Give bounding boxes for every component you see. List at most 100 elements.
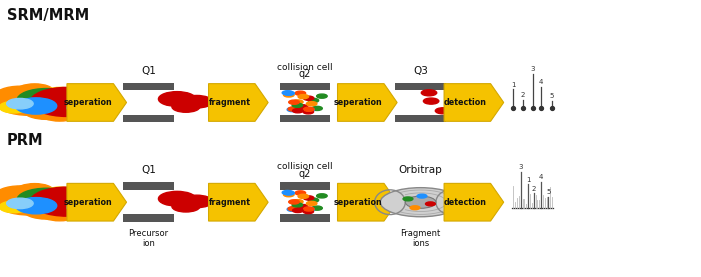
Circle shape: [303, 209, 313, 214]
Circle shape: [298, 94, 308, 99]
Circle shape: [287, 207, 298, 211]
Text: seperation: seperation: [334, 98, 383, 107]
Circle shape: [172, 101, 200, 112]
Text: collision cell: collision cell: [277, 63, 333, 71]
Text: collision cell: collision cell: [277, 162, 333, 171]
Circle shape: [317, 94, 327, 98]
Text: PRM: PRM: [7, 133, 43, 148]
Circle shape: [43, 187, 76, 200]
Bar: [123, 214, 174, 222]
Circle shape: [304, 107, 314, 111]
Text: seperation: seperation: [334, 198, 383, 207]
Text: seperation: seperation: [64, 198, 112, 207]
Circle shape: [0, 189, 61, 215]
Circle shape: [284, 191, 294, 195]
Text: 4: 4: [539, 174, 543, 180]
Text: Orbitrap: Orbitrap: [399, 165, 442, 176]
Circle shape: [0, 201, 29, 213]
Circle shape: [0, 186, 45, 206]
Circle shape: [172, 201, 200, 212]
Text: 2: 2: [521, 92, 525, 98]
Text: 3: 3: [519, 164, 523, 170]
Text: q2: q2: [299, 69, 311, 79]
Bar: [280, 214, 330, 222]
Circle shape: [426, 202, 435, 206]
Bar: [123, 182, 174, 190]
Ellipse shape: [380, 188, 461, 217]
Circle shape: [15, 184, 54, 199]
Text: q2: q2: [299, 169, 311, 179]
Circle shape: [306, 201, 317, 206]
Circle shape: [417, 194, 427, 198]
Circle shape: [308, 198, 319, 202]
Circle shape: [284, 193, 294, 197]
Circle shape: [17, 89, 76, 112]
Circle shape: [158, 92, 196, 106]
Circle shape: [421, 90, 437, 96]
Text: SRM/MRM: SRM/MRM: [7, 8, 89, 23]
Circle shape: [297, 105, 308, 109]
Circle shape: [23, 101, 70, 119]
Circle shape: [6, 198, 33, 209]
Polygon shape: [209, 183, 268, 221]
Circle shape: [435, 108, 451, 114]
Circle shape: [283, 191, 293, 195]
Circle shape: [0, 86, 45, 106]
Circle shape: [23, 201, 70, 219]
Circle shape: [15, 198, 57, 214]
Circle shape: [284, 91, 294, 95]
Circle shape: [30, 187, 104, 216]
Bar: [123, 83, 174, 90]
Circle shape: [15, 98, 57, 114]
Circle shape: [297, 204, 308, 209]
Polygon shape: [209, 84, 268, 121]
Circle shape: [15, 84, 54, 99]
Text: 1: 1: [526, 176, 531, 183]
Bar: [280, 90, 329, 115]
Circle shape: [456, 86, 472, 92]
Circle shape: [0, 101, 29, 113]
Circle shape: [30, 87, 104, 116]
Polygon shape: [444, 183, 503, 221]
Circle shape: [181, 96, 212, 108]
Circle shape: [0, 90, 61, 115]
Circle shape: [410, 206, 420, 210]
Circle shape: [287, 107, 298, 112]
Ellipse shape: [405, 196, 436, 208]
Circle shape: [444, 113, 460, 119]
Bar: [280, 83, 330, 90]
Text: Q1: Q1: [141, 66, 156, 76]
Circle shape: [298, 194, 308, 198]
Text: Precursor
ion: Precursor ion: [128, 229, 169, 248]
Circle shape: [73, 189, 105, 202]
Circle shape: [295, 91, 306, 95]
Bar: [395, 83, 446, 90]
Text: detection: detection: [444, 198, 486, 207]
Circle shape: [288, 207, 299, 211]
Circle shape: [295, 191, 306, 195]
Circle shape: [304, 196, 314, 200]
Circle shape: [39, 105, 80, 121]
Circle shape: [292, 200, 303, 204]
Circle shape: [158, 191, 196, 206]
Bar: [280, 190, 329, 214]
Circle shape: [292, 109, 303, 113]
Text: 5: 5: [550, 93, 554, 99]
Circle shape: [39, 204, 80, 221]
Bar: [280, 182, 330, 190]
Circle shape: [73, 90, 105, 102]
Circle shape: [448, 94, 463, 101]
Circle shape: [462, 104, 477, 110]
Polygon shape: [67, 84, 127, 121]
Circle shape: [317, 194, 327, 198]
Circle shape: [181, 195, 212, 208]
Bar: [280, 115, 330, 122]
Circle shape: [308, 98, 319, 102]
Circle shape: [6, 98, 33, 109]
Circle shape: [43, 87, 76, 100]
Circle shape: [292, 100, 303, 104]
Circle shape: [288, 107, 299, 111]
Polygon shape: [338, 84, 397, 121]
Text: detection: detection: [444, 98, 486, 107]
Bar: [395, 115, 446, 122]
